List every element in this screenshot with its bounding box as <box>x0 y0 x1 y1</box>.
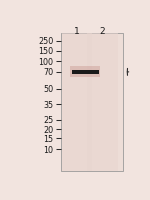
Bar <box>72 70 99 75</box>
Text: 1: 1 <box>74 26 80 35</box>
Text: 250: 250 <box>38 37 54 46</box>
Text: 70: 70 <box>44 68 54 77</box>
Text: 10: 10 <box>44 145 54 154</box>
Text: 20: 20 <box>44 125 54 134</box>
Text: 25: 25 <box>43 116 54 125</box>
Bar <box>70 67 100 78</box>
Text: 100: 100 <box>39 57 54 66</box>
Text: 150: 150 <box>39 47 54 56</box>
Text: 15: 15 <box>44 134 54 143</box>
Bar <box>61 34 123 171</box>
Text: 2: 2 <box>100 26 105 35</box>
Bar <box>62 34 92 171</box>
Text: 35: 35 <box>44 100 54 109</box>
Bar <box>87 34 118 171</box>
Text: 50: 50 <box>44 85 54 94</box>
